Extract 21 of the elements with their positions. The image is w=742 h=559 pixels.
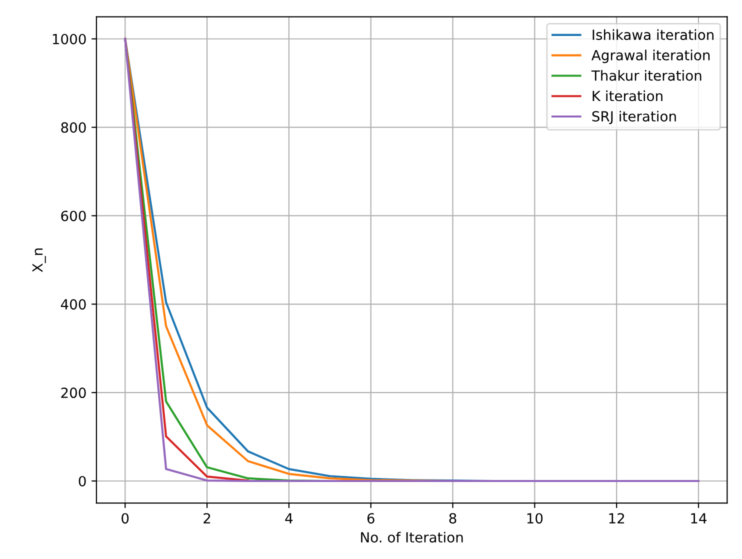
x-tick-label: 0	[122, 513, 129, 524]
x-tick-label: 8	[449, 513, 456, 524]
x-tick-label: 12	[609, 513, 624, 524]
y-tick-label: 200	[61, 388, 86, 398]
legend-label: Thakur iteration	[591, 70, 702, 81]
x-tick-label: 14	[691, 513, 707, 524]
legend-label: Ishikawa iteration	[592, 29, 714, 40]
y-tick-label: 0	[78, 476, 86, 486]
y-tick-label: 400	[60, 299, 86, 310]
x-tick-label: 4	[285, 513, 293, 524]
y-tick-label: 1000	[52, 34, 86, 44]
x-axis-title: No. of Iteration	[361, 532, 463, 543]
legend-label: K iteration	[592, 90, 662, 102]
y-tick-label: 600	[61, 210, 86, 222]
x-tick-label: 10	[527, 513, 543, 524]
y-axis-title: X_n	[32, 248, 46, 272]
x-tick-label: 6	[367, 513, 374, 524]
x-tick-label: 2	[204, 513, 210, 524]
legend-label: SRJ iteration	[592, 110, 676, 124]
y-tick-label: 800	[61, 122, 86, 133]
legend-label: Agrawal iteration	[592, 50, 710, 64]
